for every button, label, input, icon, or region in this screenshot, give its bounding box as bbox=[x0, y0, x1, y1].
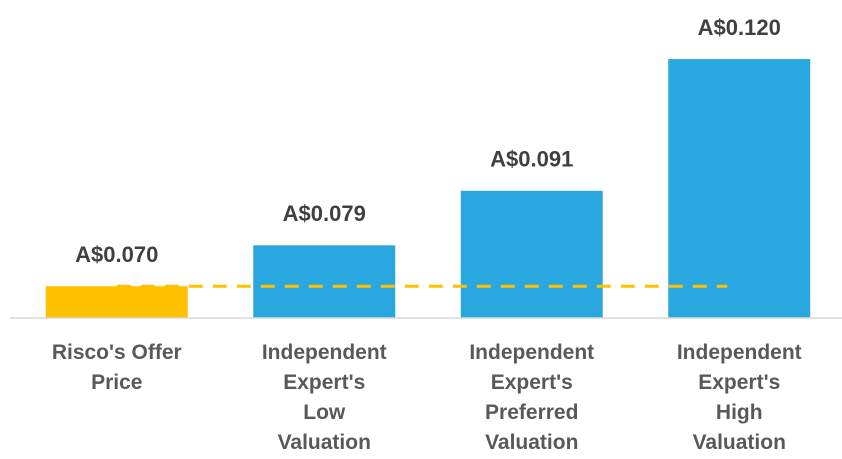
x-tick-label: Risco's Offer Price bbox=[51, 341, 182, 394]
x-tick-label: Independent Expert's Low Valuation bbox=[261, 341, 387, 454]
x-tick-label: Independent Expert's High Valuation bbox=[676, 341, 802, 454]
value-label: A$0.091 bbox=[490, 147, 573, 172]
bar bbox=[45, 286, 188, 318]
x-tick-label: Independent Expert's Preferred Valuation bbox=[469, 341, 595, 454]
bar bbox=[668, 59, 811, 319]
value-label: A$0.079 bbox=[283, 201, 366, 226]
value-label: A$0.070 bbox=[75, 242, 158, 267]
value-label: A$0.120 bbox=[698, 15, 781, 40]
bar bbox=[253, 245, 396, 318]
bar bbox=[460, 190, 603, 318]
